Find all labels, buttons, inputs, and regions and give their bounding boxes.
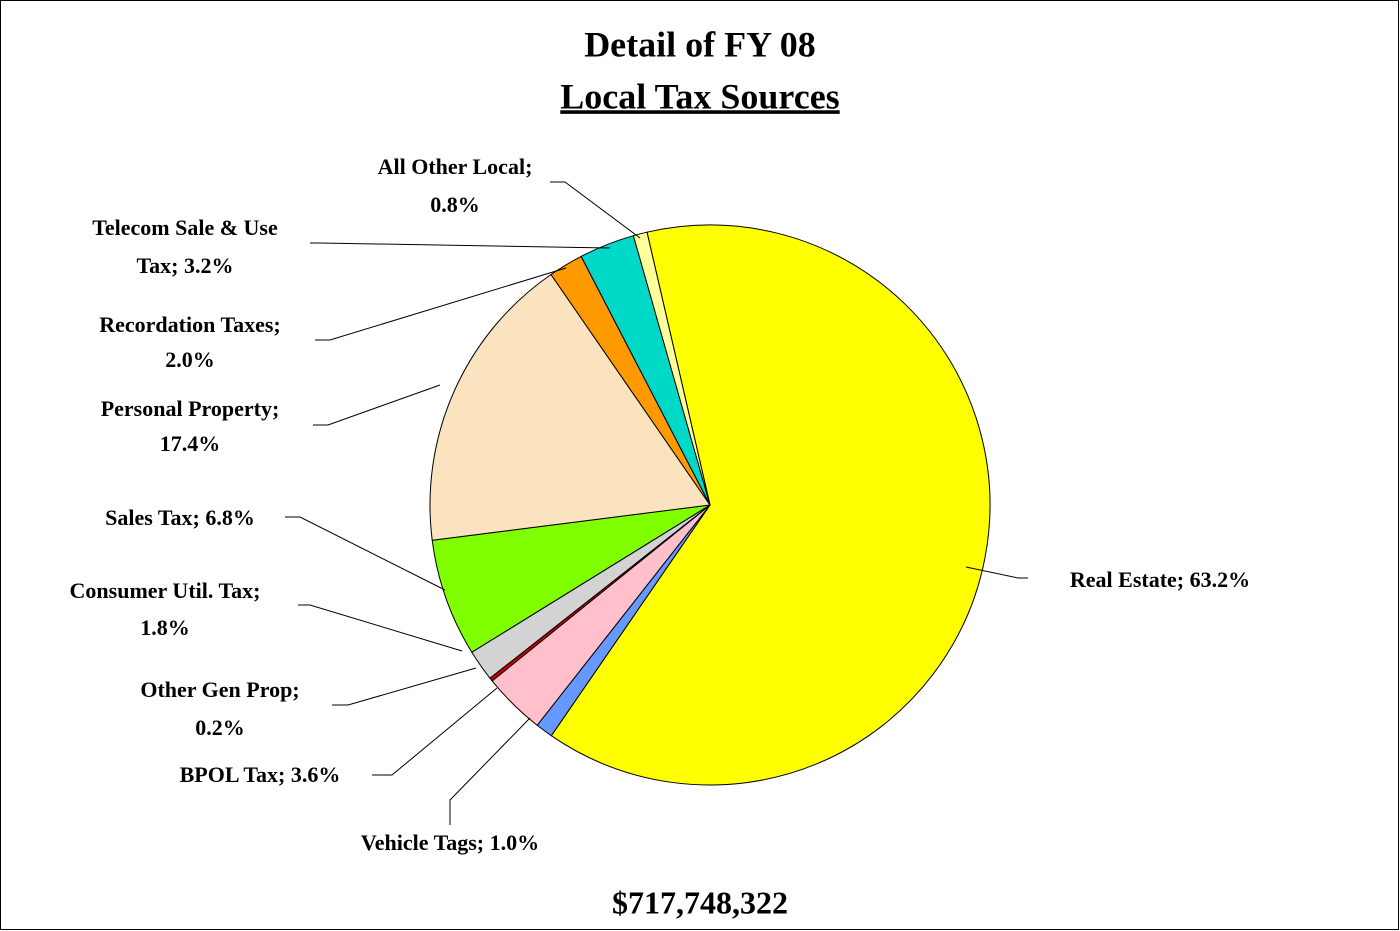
slice-label: 17.4% (160, 431, 221, 456)
leader-line (372, 687, 498, 776)
slice-label: BPOL Tax; 3.6% (180, 762, 341, 787)
leader-line (332, 667, 477, 706)
slice-label: Recordation Taxes; (99, 312, 281, 337)
slice-label: 0.2% (195, 715, 245, 740)
chart-title: Detail of FY 08 (584, 24, 816, 64)
slice-label: Consumer Util. Tax; (70, 578, 261, 603)
leader-line (315, 267, 567, 341)
slice-label: Real Estate; 63.2% (1070, 567, 1250, 592)
slice-label: Sales Tax; 6.8% (105, 505, 255, 530)
pie-slice (431, 504, 711, 653)
slice-label: Personal Property; (101, 396, 280, 421)
leader-line (313, 384, 441, 426)
leader-line (550, 181, 641, 239)
leader-line (298, 604, 463, 652)
slice-label: Other Gen Prop; (140, 677, 299, 702)
leader-line (449, 717, 531, 825)
slice-label: Telecom Sale & Use (92, 215, 278, 240)
chart-subtitle: Local Tax Sources (560, 76, 839, 116)
slice-label: 1.8% (140, 615, 190, 640)
slice-label: 2.0% (165, 347, 215, 372)
slice-label: All Other Local; (378, 154, 533, 179)
leader-line (285, 516, 446, 591)
pie-slice (550, 224, 991, 786)
leader-line (965, 566, 1028, 579)
slice-label: 0.8% (430, 192, 480, 217)
leader-line (310, 242, 611, 249)
pie-slice (632, 231, 711, 506)
pie-slice (429, 273, 711, 541)
slice-label: Vehicle Tags; 1.0% (361, 830, 539, 855)
total: $717,748,322 (612, 884, 788, 920)
slice-label: Tax; 3.2% (137, 253, 234, 278)
